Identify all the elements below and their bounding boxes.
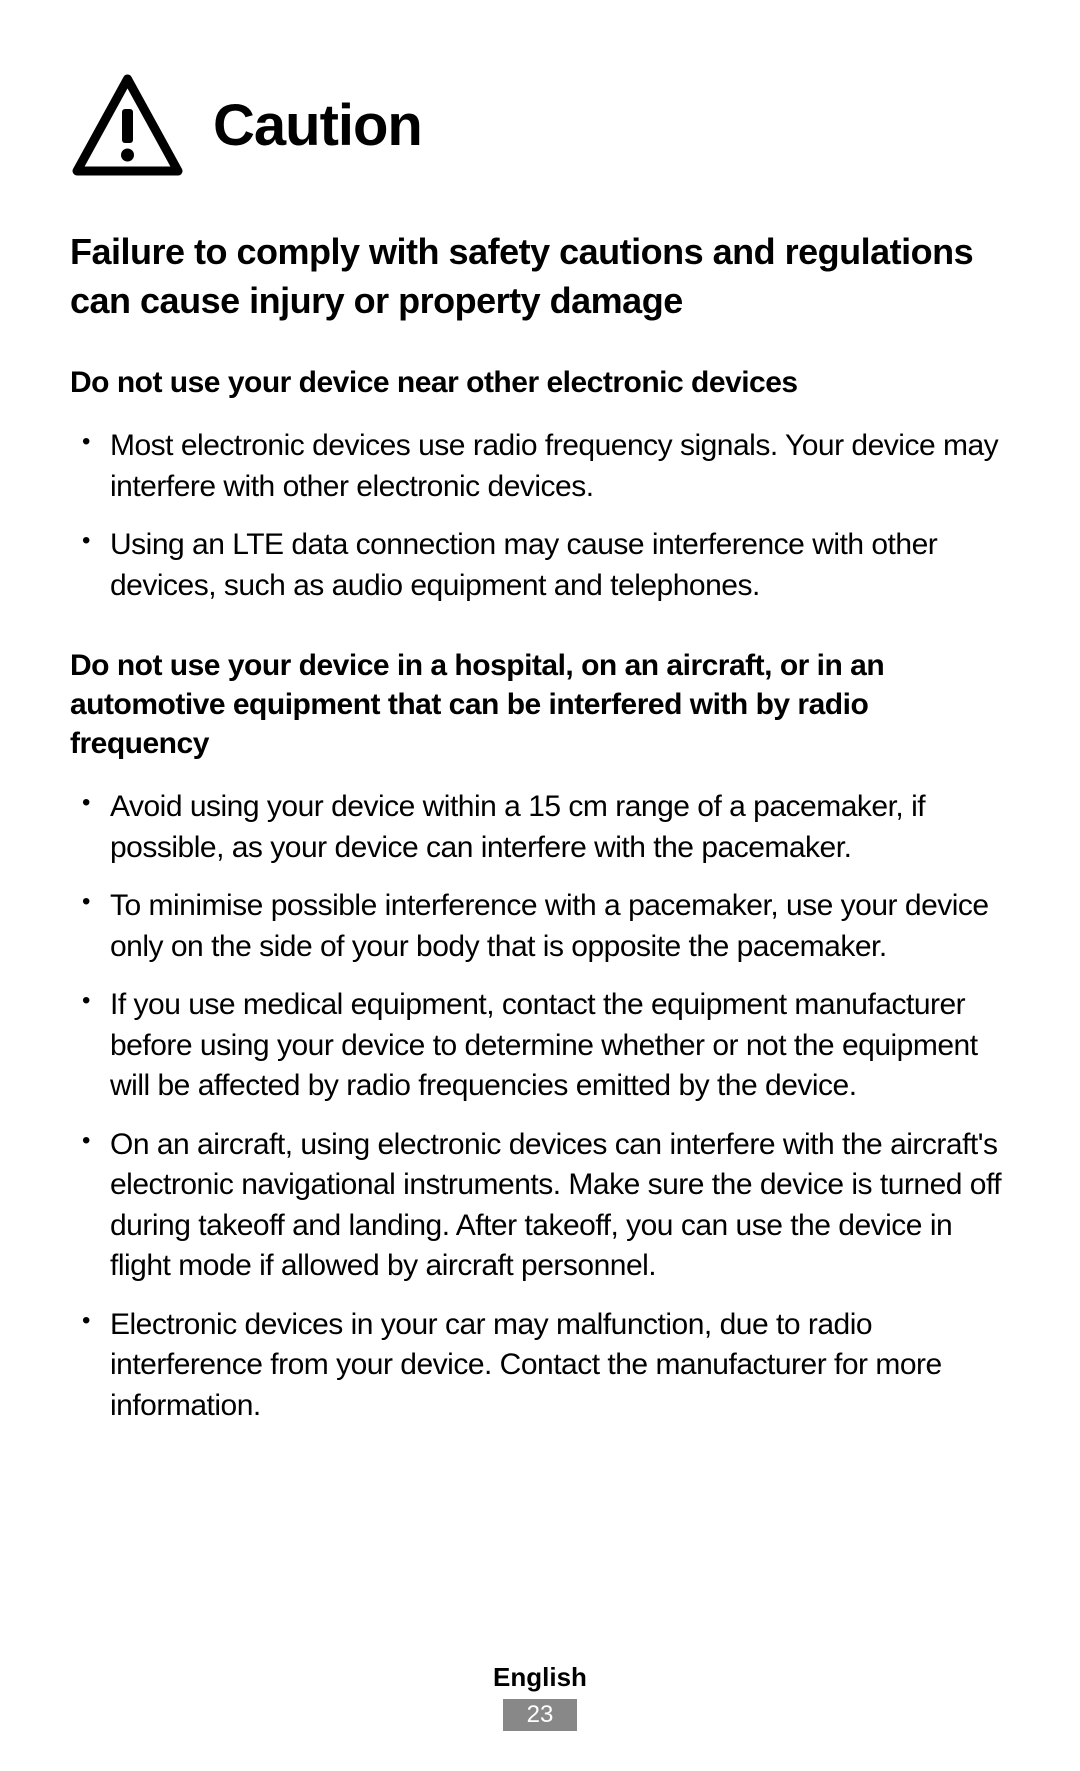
section-heading-1: Do not use your device in a hospital, on… bbox=[70, 646, 1010, 763]
caution-title: Caution bbox=[213, 92, 422, 159]
list-item: To minimise possible interference with a… bbox=[70, 886, 1010, 967]
list-item: Using an LTE data connection may cause i… bbox=[70, 525, 1010, 606]
caution-header: Caution bbox=[70, 73, 1010, 178]
list-item: Avoid using your device within a 15 cm r… bbox=[70, 787, 1010, 868]
bullet-list-0: Most electronic devices use radio freque… bbox=[70, 426, 1010, 606]
main-heading: Failure to comply with safety cautions a… bbox=[70, 228, 1010, 325]
list-item: Electronic devices in your car may malfu… bbox=[70, 1305, 1010, 1427]
list-item: If you use medical equipment, contact th… bbox=[70, 985, 1010, 1107]
list-item: On an aircraft, using electronic devices… bbox=[70, 1125, 1010, 1287]
bullet-list-1: Avoid using your device within a 15 cm r… bbox=[70, 787, 1010, 1426]
footer-language: English bbox=[0, 1662, 1080, 1693]
warning-triangle-icon bbox=[70, 73, 185, 178]
footer-page-number: 23 bbox=[503, 1699, 578, 1731]
page-footer: English 23 bbox=[0, 1662, 1080, 1731]
section-heading-0: Do not use your device near other electr… bbox=[70, 363, 1010, 402]
list-item: Most electronic devices use radio freque… bbox=[70, 426, 1010, 507]
